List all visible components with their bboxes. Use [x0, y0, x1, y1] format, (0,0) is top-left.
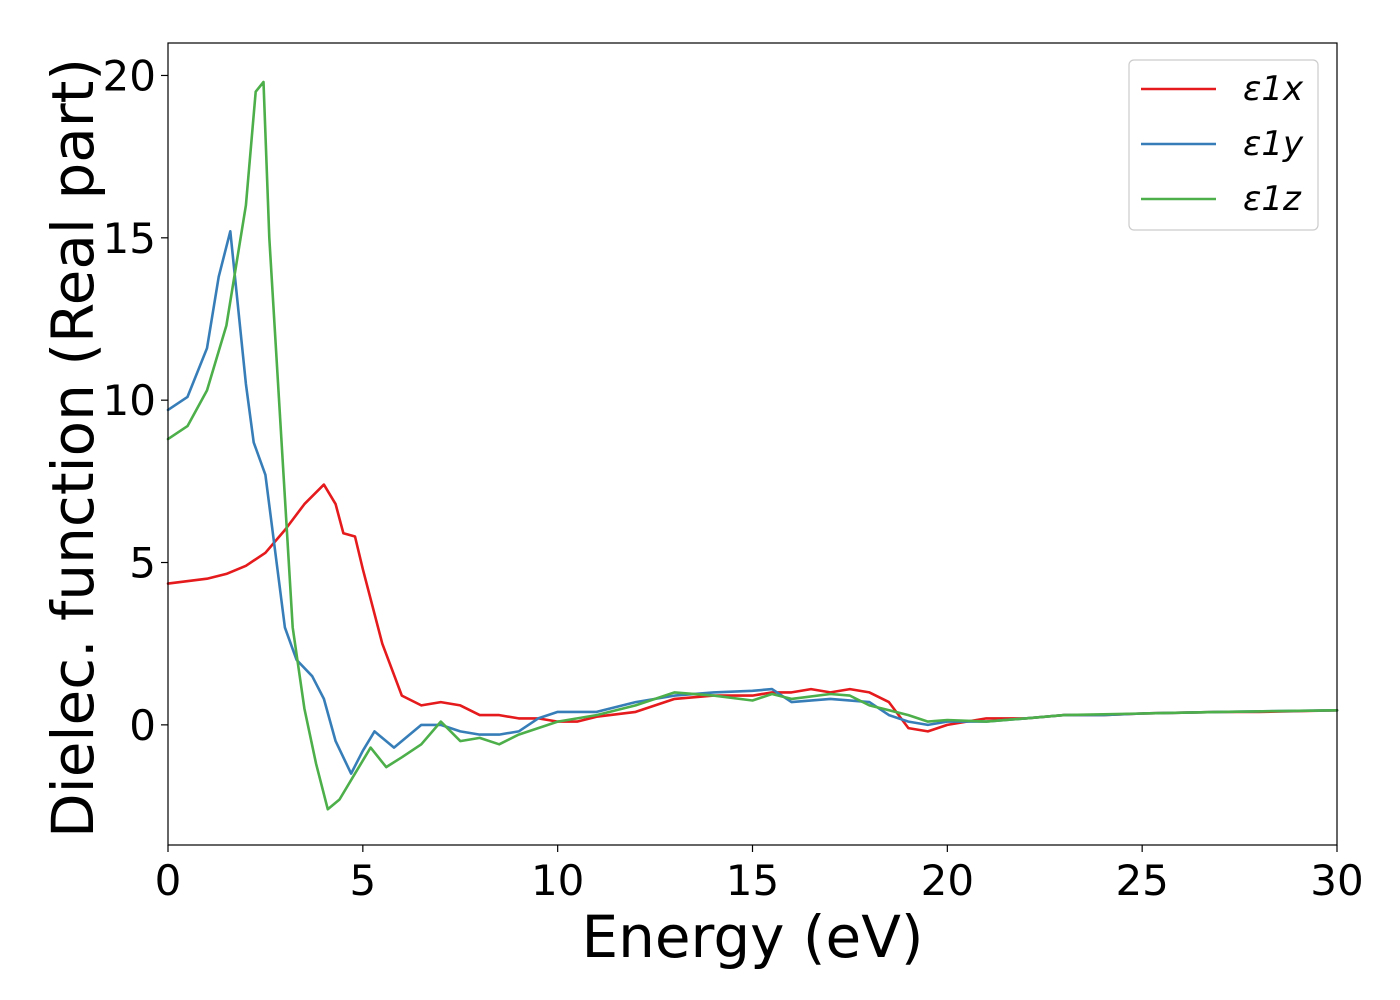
y-tick-label: 15	[103, 214, 156, 263]
series-line-3	[166, 80, 1339, 811]
x-tick-label: 15	[726, 856, 779, 905]
legend: ε1x ε1y ε1z	[1128, 59, 1319, 231]
y-axis-label: Dielec. function (Real part)	[39, 58, 107, 838]
legend-label-3: ε1z	[1243, 179, 1302, 219]
y-tick-label: 0	[129, 701, 156, 750]
x-tick-label: 5	[349, 856, 376, 905]
legend-box	[1128, 59, 1319, 231]
x-tick-label: 10	[531, 856, 584, 905]
x-tick-label: 30	[1310, 856, 1363, 905]
legend-label-2: ε1y	[1243, 124, 1304, 164]
series-layer	[166, 80, 1339, 811]
x-tick-label: 20	[921, 856, 974, 905]
series-line-2	[166, 230, 1339, 775]
x-axis: 0 5 10 15 20 25 30	[155, 845, 1364, 905]
x-axis-label: Energy (eV)	[581, 903, 923, 971]
y-tick-label: 20	[103, 51, 156, 100]
y-tick-label: 5	[129, 539, 156, 588]
y-axis: 0 5 10 15 20	[103, 51, 168, 750]
legend-label-1: ε1x	[1243, 69, 1304, 109]
y-tick-label: 10	[103, 376, 156, 425]
x-tick-label: 25	[1115, 856, 1168, 905]
x-tick-label: 0	[155, 856, 182, 905]
